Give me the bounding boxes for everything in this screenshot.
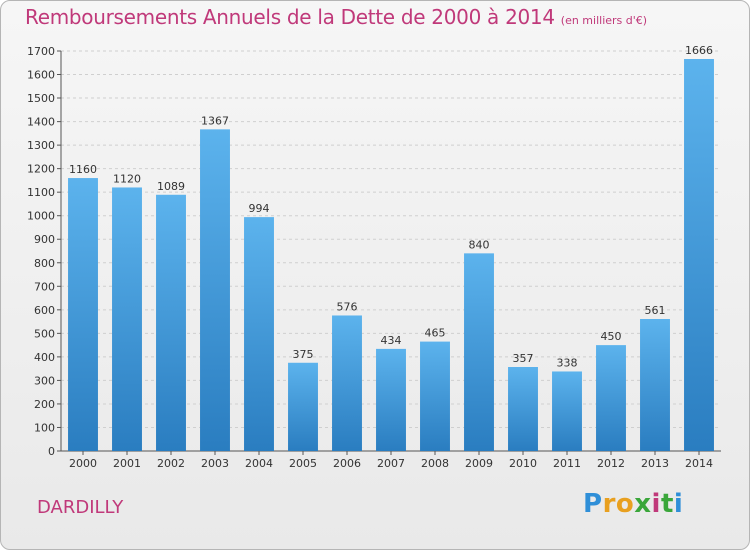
y-tick-label: 700 (34, 280, 55, 293)
x-axis-ticks: 2000 2001 2002 2003 2004 2005 2006 2007 2008 2009… (69, 457, 713, 470)
bar-value-label: 994 (249, 202, 270, 215)
value-labels: 1160 1120 1089 1367 994 375 576 434 465 840 357 338… (69, 44, 713, 369)
y-tick-label: 400 (34, 351, 55, 364)
y-tick-label: 1000 (27, 210, 55, 223)
x-tick-label: 2012 (597, 457, 625, 470)
bar-value-label: 375 (293, 348, 314, 361)
logo-letter: o (615, 489, 635, 519)
chart-title: Remboursements Annuels de la Dette de 20… (25, 5, 647, 29)
bar-value-label: 1089 (157, 180, 185, 193)
proxiti-logo[interactable]: Proxiti (583, 489, 683, 519)
y-tick-label: 300 (34, 374, 55, 387)
y-tick-label: 1100 (27, 186, 55, 199)
bar[interactable] (596, 345, 626, 451)
bar[interactable] (684, 59, 714, 451)
bar[interactable] (640, 319, 670, 451)
bar[interactable] (552, 371, 582, 451)
bar[interactable] (288, 362, 318, 451)
logo-letter: P (583, 489, 603, 519)
bar-value-label: 465 (425, 327, 446, 340)
bar-value-label: 561 (645, 304, 666, 317)
bar-value-label: 1120 (113, 172, 141, 185)
y-tick-label: 1200 (27, 163, 55, 176)
bar[interactable] (112, 187, 142, 451)
bar-value-label: 357 (513, 352, 534, 365)
logo-letter: r (602, 489, 616, 519)
x-tick-label: 2010 (509, 457, 537, 470)
bar[interactable] (68, 178, 98, 451)
y-tick-label: 1300 (27, 139, 55, 152)
logo-letter: x (634, 489, 652, 519)
x-tick-label: 2011 (553, 457, 581, 470)
y-tick-label: 1600 (27, 69, 55, 82)
x-tick-label: 2006 (333, 457, 361, 470)
y-tick-label: 1400 (27, 116, 55, 129)
y-tick-label: 500 (34, 327, 55, 340)
bar-value-label: 434 (381, 334, 402, 347)
y-tick-label: 0 (48, 445, 55, 458)
bar-value-label: 576 (337, 300, 358, 313)
bar-value-label: 1666 (685, 44, 713, 57)
logo-letter: i (651, 489, 661, 519)
bar[interactable] (376, 348, 406, 451)
bar[interactable] (244, 217, 274, 451)
y-tick-label: 200 (34, 398, 55, 411)
logo-letter: t (660, 489, 674, 519)
y-axis-ticks: 0 100 200 300 400 500 600 700 800 900 1000 1100 1200… (27, 45, 55, 458)
bar[interactable] (200, 129, 230, 451)
bar[interactable] (464, 253, 494, 451)
x-tick-label: 2008 (421, 457, 449, 470)
bar-value-label: 840 (469, 238, 490, 251)
y-tick-label: 100 (34, 421, 55, 434)
logo-letter: i (673, 489, 684, 519)
bar-value-label: 338 (557, 356, 578, 369)
bar[interactable] (156, 194, 186, 451)
x-tick-label: 2000 (69, 457, 97, 470)
bar[interactable] (332, 315, 362, 451)
bar-value-label: 1160 (69, 163, 97, 176)
y-tick-label: 900 (34, 233, 55, 246)
x-tick-label: 2005 (289, 457, 317, 470)
x-tick-label: 2004 (245, 457, 273, 470)
x-tick-label: 2014 (685, 457, 713, 470)
y-tick-label: 1500 (27, 92, 55, 105)
bar-value-label: 450 (601, 330, 622, 343)
bars (68, 59, 714, 451)
y-tick-label: 1700 (27, 45, 55, 58)
commune-name: DARDILLY (37, 497, 124, 518)
y-tick-label: 800 (34, 257, 55, 270)
bar-value-label: 1367 (201, 114, 229, 127)
y-tick-label: 600 (34, 304, 55, 317)
bar[interactable] (420, 341, 450, 451)
x-tick-label: 2009 (465, 457, 493, 470)
bar[interactable] (508, 367, 538, 451)
chart-title-text: Remboursements Annuels de la Dette de 20… (25, 5, 555, 29)
x-tick-label: 2003 (201, 457, 229, 470)
x-tick-label: 2013 (641, 457, 669, 470)
x-tick-label: 2001 (113, 457, 141, 470)
x-tick-label: 2007 (377, 457, 405, 470)
x-tick-label: 2002 (157, 457, 185, 470)
chart-subtitle: (en milliers d'€) (560, 14, 648, 27)
